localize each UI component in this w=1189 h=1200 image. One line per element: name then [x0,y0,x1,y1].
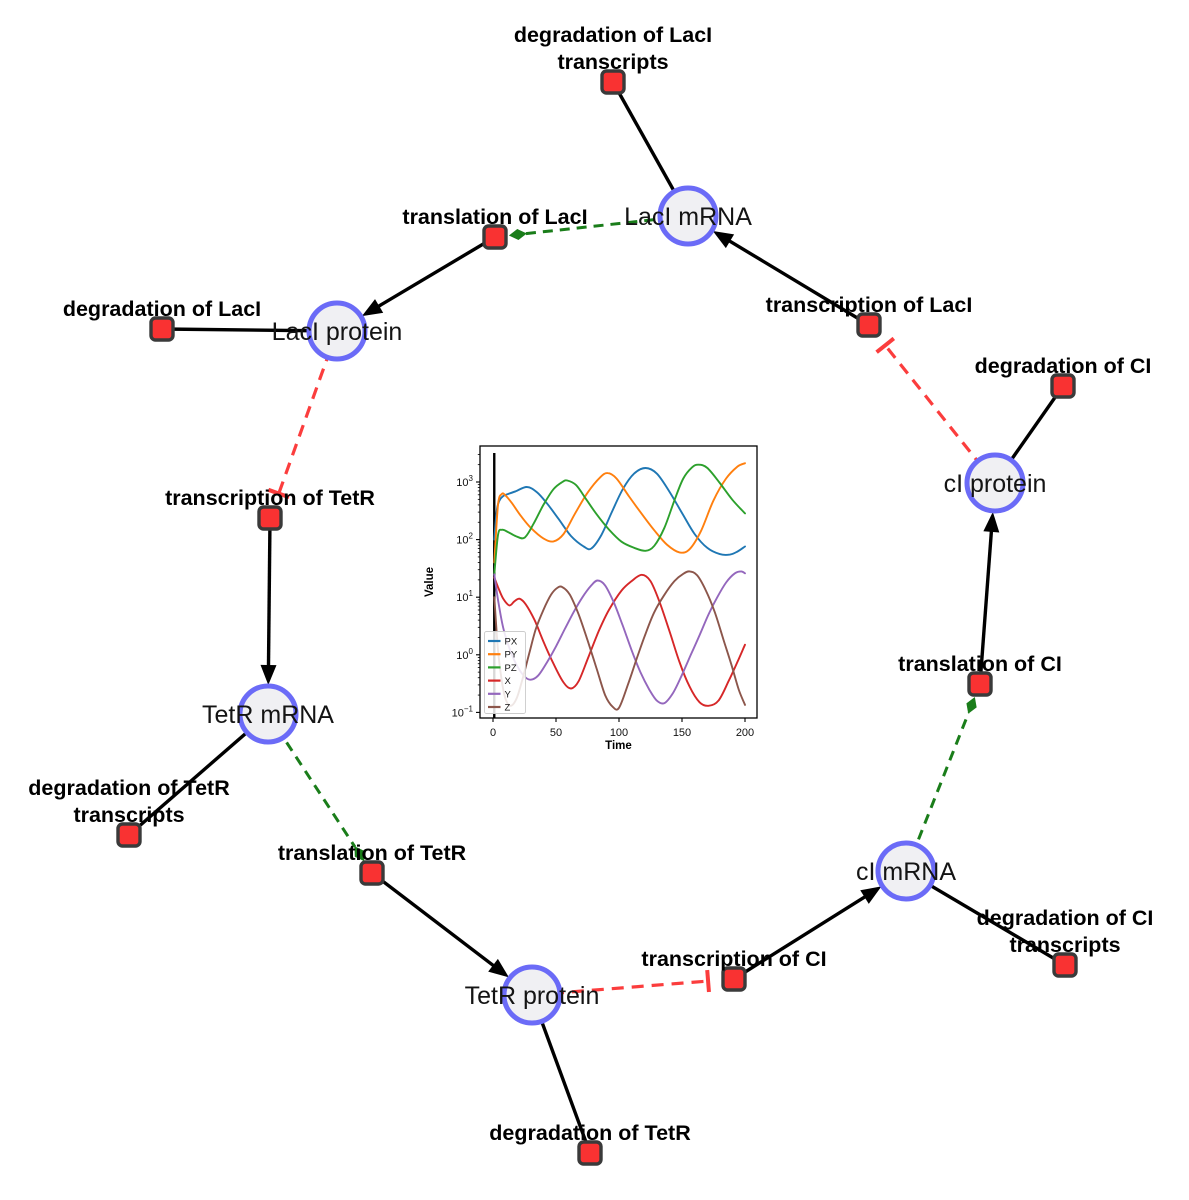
edge-arrow-translation-tetr-tetr-protein [370,871,499,970]
reaction-node-translation-ci[interactable] [967,671,993,697]
edge-modifier-ci-mrna-translation-ci [904,712,970,872]
edge-arrow-translation-tetr-tetr-protein-arrowhead [488,958,509,978]
reaction-node-deg-ci-transcripts[interactable] [1052,952,1078,978]
plot-curve-PZ [493,463,746,576]
edge-modifier-tetr-mrna-translation-tetr-diamond [354,846,365,862]
y-tick-label: 100 [456,647,473,662]
edge-arrow-transcription-ci-ci-mrna [733,892,870,981]
reaction-label-deg-ci-transcripts-line1: degradation of CI [977,906,1154,930]
reaction-label-deg-ci-line1: degradation of CI [975,354,1152,378]
plot-background [480,446,757,718]
edge-arrow-transcription-laci-laci-mrna [724,237,870,327]
x-tick-label: 100 [610,727,628,739]
edge-arrow-translation-ci-ci-protein [978,526,994,685]
reaction-node-translation-laci[interactable] [482,224,508,250]
y-axis-title: Value [424,567,436,597]
x-tick-label: 50 [550,727,562,739]
edge-arrow-transcription-laci-laci-mrna-arrowhead [712,230,735,249]
species-node-ci-protein[interactable] [964,452,1026,514]
reaction-node-deg-ci[interactable] [1050,373,1076,399]
reaction-node-transcription-ci[interactable] [721,966,747,992]
reaction-label-translation-ci-line1: translation of CI [898,652,1062,676]
edge-arrow-translation-laci-laci-protein-arrowhead [361,299,384,317]
reaction-label-deg-tetr-line1: degradation of TetR [489,1121,691,1145]
legend-label-PZ: PZ [505,663,517,674]
reaction-label-deg-laci-transcripts-line1: degradation of LacI [514,23,712,47]
edge-inhibition-ci-protein-transcription-laci-tbar [875,336,896,354]
species-label-laci-protein: LacI protein [272,318,403,346]
legend-label-X: X [505,676,512,687]
x-tick-label: 150 [673,727,691,739]
reaction-label-transcription-ci-line1: transcription of CI [641,947,826,971]
edge-line-tetr-mrna-deg-tetr-transcripts [127,712,270,837]
plot-curve-X [493,573,746,707]
x-tick-label: 200 [736,727,754,739]
x-tick-label: 0 [490,727,496,739]
reaction-node-translation-tetr[interactable] [359,860,385,886]
legend-label-Z: Z [505,703,511,714]
edge-inhibition-laci-protein-transcription-tetr-tbar [267,487,290,500]
edge-arrow-transcription-ci-ci-mrna-arrowhead [860,886,882,904]
y-tick-label: 102 [456,532,473,547]
plot-curve-PY [493,462,746,564]
plot-axes-frame [479,445,758,719]
species-label-tetr-protein: TetR protein [465,982,600,1010]
species-label-ci-protein: cI protein [944,470,1047,498]
reaction-label-deg-laci-line1: degradation of LacI [63,297,261,321]
species-node-tetr-protein[interactable] [501,964,563,1026]
reaction-node-transcription-laci[interactable] [856,312,882,338]
edge-line-ci-mrna-deg-ci-transcripts [905,869,1066,967]
reaction-label-deg-ci-transcripts-line2: transcripts [1009,933,1120,957]
labels-layer: LacI mRNA LacI protein TetR mRNA TetR prote… [28,23,1153,1145]
reaction-node-transcription-tetr[interactable] [257,505,283,531]
edge-arrow-transcription-tetr-tetr-mrna [266,517,272,671]
species-label-tetr-mrna: TetR mRNA [202,701,334,729]
edge-modifier-ci-mrna-translation-ci-diamond [966,697,977,714]
reaction-node-deg-laci[interactable] [149,316,175,342]
reaction-label-deg-tetr-transcripts-line2: transcripts [73,803,184,827]
edge-arrow-transcription-tetr-tetr-mrna-arrowhead [260,664,277,686]
species-label-ci-mrna: cI mRNA [856,858,956,886]
reaction-node-deg-tetr[interactable] [577,1140,603,1166]
reaction-node-deg-laci-transcripts[interactable] [600,69,626,95]
reaction-node-deg-tetr-transcripts[interactable] [116,822,142,848]
reaction-label-transcription-laci-line1: transcription of LacI [766,293,973,317]
timecourse-plot: 10−1 100 101 102 103 0 50 100 150 200 Time Value PX P… [424,445,758,752]
edge-arrow-translation-ci-ci-protein-arrowhead [983,511,1000,533]
legend-label-Y: Y [505,689,512,700]
edge-inhibition-tetr-protein-transcription-ci-tbar [705,969,711,993]
legend-label-PY: PY [505,650,518,661]
species-node-ci-mrna[interactable] [875,840,937,902]
plot-curve-Y [493,570,746,705]
species-node-laci-protein[interactable] [306,300,368,362]
species-node-tetr-mrna[interactable] [237,683,299,745]
reaction-label-deg-laci-transcripts-line2: transcripts [557,50,668,74]
reaction-label-transcription-tetr-line1: transcription of TetR [165,486,375,510]
species-label-laci-mrna: LacI mRNA [624,203,752,231]
y-tick-label: 101 [456,589,473,604]
plot-curve-PX [493,467,746,556]
x-axis-title: Time [605,740,632,752]
edge-arrow-translation-laci-laci-protein [373,235,496,310]
nodes-layer [116,69,1078,1166]
reaction-label-deg-tetr-transcripts-line1: degradation of TetR [28,776,230,800]
y-tick-label: 10−1 [452,704,474,719]
edge-modifier-laci-mrna-translation-laci-diamond [508,229,527,240]
species-node-laci-mrna[interactable] [657,185,719,247]
reaction-label-translation-tetr-line1: translation of TetR [278,841,467,865]
reaction-label-translation-laci-line1: translation of LacI [402,205,587,229]
legend-label-PX: PX [505,637,518,648]
y-tick-label: 103 [456,474,473,489]
